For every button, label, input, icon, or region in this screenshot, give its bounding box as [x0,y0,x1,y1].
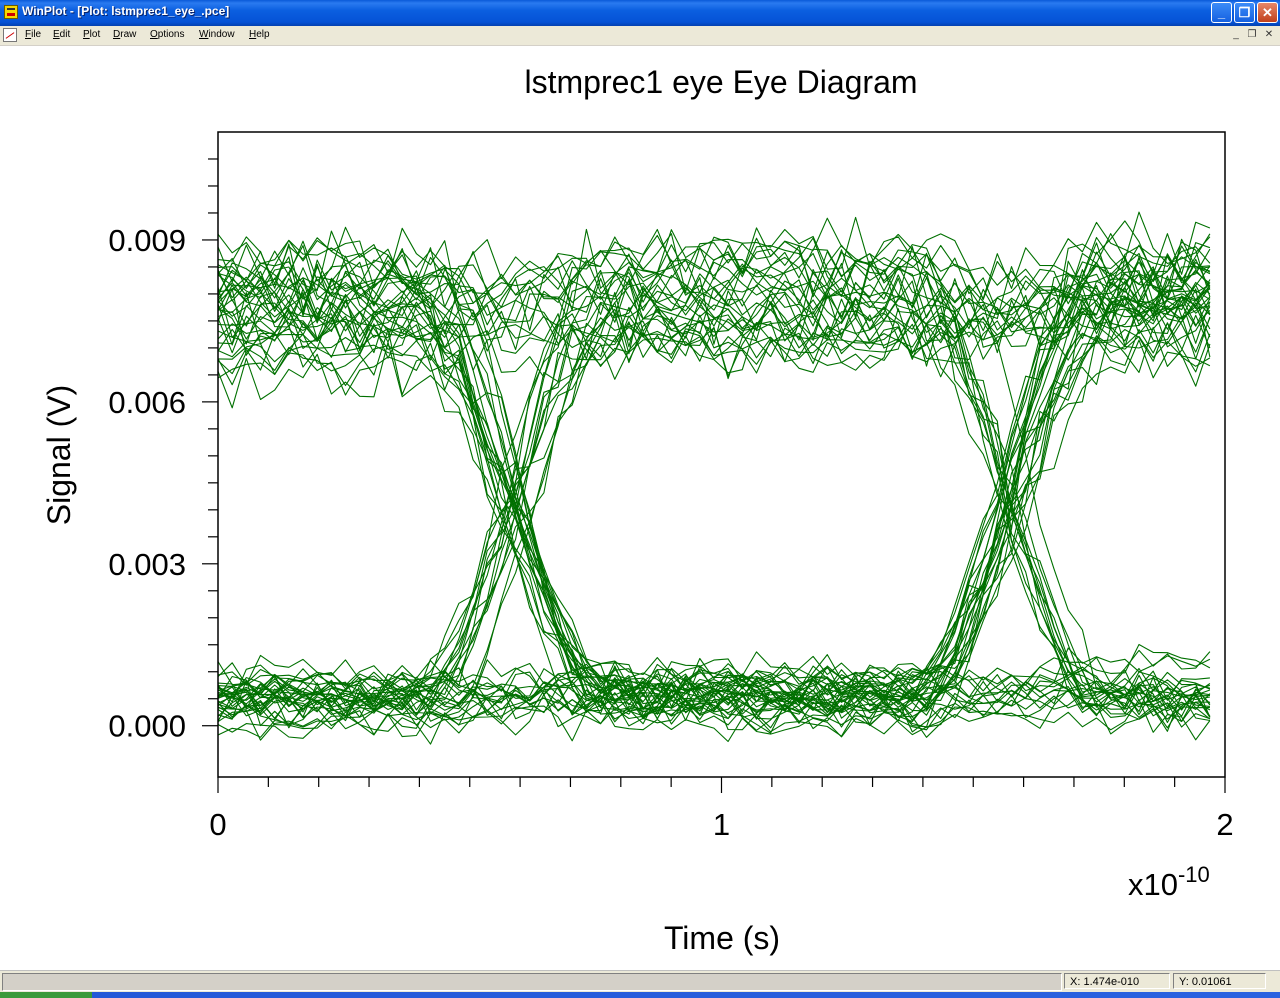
close-button[interactable]: ✕ [1257,2,1278,23]
eye-trace [217,236,1211,708]
eye-trace [217,217,1211,375]
eye-trace [217,285,1210,720]
eye-trace [217,292,1211,703]
menu-file[interactable]: File [25,29,42,40]
eye-trace [217,686,1210,742]
eye-trace [217,665,1211,738]
eye-trace [217,292,1211,717]
mdi-minimize-button[interactable]: _ [1233,29,1239,40]
eye-trace [217,211,1211,731]
eye-trace [217,287,1211,743]
eye-trace [217,226,1211,358]
taskbar-strip [0,992,1280,998]
x-axis-label: Time (s) [664,920,780,956]
eye-trace [217,259,1211,718]
eye-trace [217,296,1211,734]
eye-trace [217,246,1211,720]
eye-trace [217,251,1211,703]
eye-trace [217,335,1211,717]
eye-trace [217,315,1211,728]
eye-trace [217,324,1210,735]
eye-trace [217,654,1211,722]
y-tick-label: 0.000 [108,709,186,744]
eye-trace [217,267,1211,710]
x-axis-ticks: 0 1 2 [209,777,1234,842]
y-axis-label: Signal (V) [41,385,77,526]
eye-trace [217,228,1211,718]
document-icon[interactable] [3,28,17,42]
eye-trace [217,220,1211,710]
eye-trace [217,234,1211,328]
eye-trace [217,227,1210,723]
eye-trace [217,239,1211,707]
menu-edit[interactable]: Edit [53,29,71,40]
maximize-button[interactable]: ❐ [1234,2,1255,23]
menu-plot[interactable]: Plot [83,29,101,40]
y-axis-ticks: 0.000 0.003 0.006 0.009 [108,158,218,744]
eye-diagram-chart[interactable]: lstmprec1 eye Eye Diagram 0.0000.0030.00… [0,45,1280,970]
menu-help[interactable]: Help [249,29,270,40]
chart-title: lstmprec1 eye Eye Diagram [524,64,917,100]
eye-trace [217,257,1211,735]
status-message-area [2,973,1062,991]
y-tick-label: 0.009 [108,223,186,258]
eye-trace [217,233,1211,354]
menu-options[interactable]: Options [150,29,185,40]
eye-trace [217,255,1211,745]
eye-trace [217,288,1211,717]
x-tick-label: 2 [1216,807,1233,842]
mdi-restore-button[interactable]: ❐ [1247,29,1257,40]
eye-trace [217,261,1211,704]
x-tick-label: 1 [713,807,730,842]
eye-trace [217,241,1211,729]
y-tick-label: 0.003 [108,547,186,582]
eye-trace [217,238,1211,705]
eye-trace [217,221,1211,367]
minimize-button[interactable]: _ [1211,2,1232,23]
window-title: WinPlot - [Plot: lstmprec1_eye_.pce] [22,4,230,18]
eye-traces [217,211,1211,745]
mdi-close-button[interactable]: ✕ [1264,29,1274,40]
eye-trace [217,229,1211,713]
eye-trace [217,244,1211,720]
winplot-app-icon[interactable] [4,5,18,19]
eye-trace [217,261,1211,371]
eye-trace [217,244,1210,716]
eye-trace [217,237,1210,708]
menu-draw[interactable]: Draw [113,29,137,40]
status-bar: X: 1.474e-010 Y: 0.01061 [0,970,1280,993]
cursor-y-readout: Y: 0.01061 [1173,973,1266,989]
x-axis-multiplier: x10-10 [1128,862,1210,902]
eye-trace [217,247,1211,696]
menu-window[interactable]: Window [199,29,235,40]
eye-trace [217,259,1211,707]
eye-trace [217,248,1211,711]
cursor-x-readout: X: 1.474e-010 [1064,973,1170,989]
window-title-bar[interactable]: WinPlot - [Plot: lstmprec1_eye_.pce] _ ❐… [0,0,1280,26]
x-tick-label: 0 [209,807,226,842]
menu-bar: File Edit Plot Draw Options Window Help … [0,26,1280,46]
y-tick-label: 0.006 [108,385,186,420]
